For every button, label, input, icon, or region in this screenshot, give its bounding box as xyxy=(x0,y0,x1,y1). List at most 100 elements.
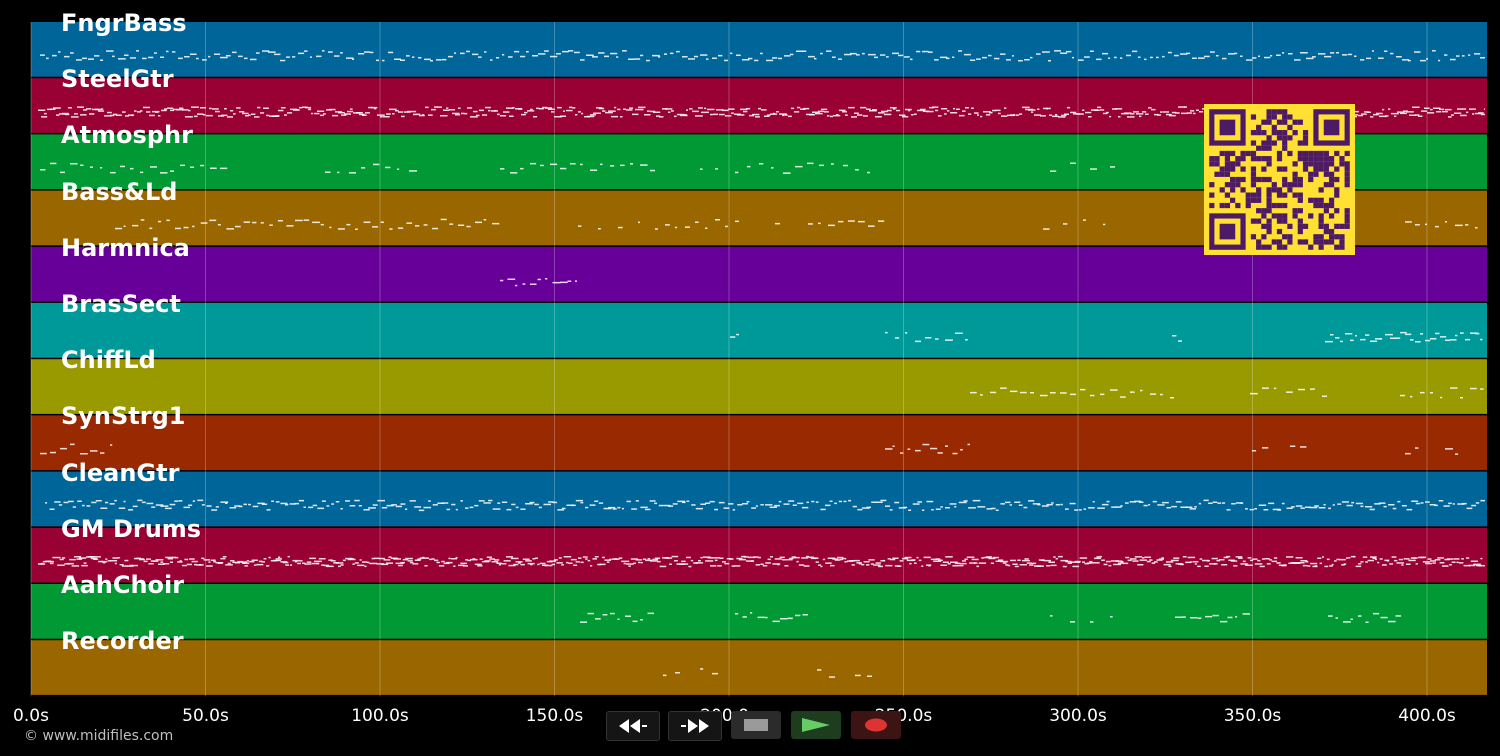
midi-note xyxy=(819,164,824,167)
midi-note xyxy=(1070,393,1077,396)
midi-note xyxy=(206,565,213,567)
midi-note xyxy=(609,558,612,561)
midi-note xyxy=(778,57,783,60)
midi-note xyxy=(1048,60,1051,62)
midi-note xyxy=(858,563,862,565)
midi-note xyxy=(222,556,227,558)
midi-note xyxy=(558,557,562,559)
midi-note xyxy=(1084,562,1089,565)
midi-note xyxy=(737,114,745,116)
midi-note xyxy=(340,564,344,566)
midi-note xyxy=(640,506,648,509)
midi-note xyxy=(614,558,617,560)
midi-note xyxy=(1203,499,1209,502)
midi-note xyxy=(170,170,174,172)
midi-note xyxy=(382,59,385,62)
midi-note xyxy=(885,564,893,567)
midi-note xyxy=(1392,507,1397,510)
midi-note xyxy=(862,52,865,55)
midi-note xyxy=(908,109,911,112)
midi-note xyxy=(1463,108,1467,110)
midi-note xyxy=(650,560,658,562)
stop-button[interactable] xyxy=(731,711,781,739)
midi-note xyxy=(329,226,332,229)
midi-note xyxy=(352,58,355,60)
midi-note xyxy=(818,222,821,225)
midi-note xyxy=(544,50,549,52)
midi-note xyxy=(412,56,415,58)
record-button[interactable] xyxy=(851,711,901,739)
midi-note xyxy=(1403,110,1408,112)
midi-note xyxy=(533,116,538,118)
midi-note xyxy=(1083,508,1086,510)
midi-note xyxy=(1425,562,1432,565)
play-button[interactable] xyxy=(791,711,841,739)
midi-note xyxy=(1252,558,1258,560)
midi-note xyxy=(623,108,626,110)
midi-note xyxy=(269,224,273,226)
midi-note xyxy=(486,556,492,558)
midi-note xyxy=(777,563,780,566)
midi-note xyxy=(626,500,631,503)
midi-note xyxy=(413,113,417,116)
midi-note xyxy=(1103,563,1108,566)
midi-note xyxy=(136,557,141,560)
midi-note xyxy=(668,505,674,507)
midi-note xyxy=(328,51,333,53)
midi-note xyxy=(1125,556,1130,559)
midi-note xyxy=(474,563,482,566)
midi-note xyxy=(208,55,211,58)
midi-note xyxy=(100,452,105,454)
midi-note xyxy=(186,563,192,566)
fast-forward-button[interactable] xyxy=(668,711,722,741)
midi-note xyxy=(1456,561,1459,564)
midi-note xyxy=(1312,56,1316,58)
midi-note xyxy=(995,109,1001,112)
midi-note xyxy=(813,557,819,559)
midi-note xyxy=(772,620,780,623)
midi-note xyxy=(458,564,465,567)
midi-note xyxy=(1043,559,1051,562)
midi-note xyxy=(50,108,56,110)
midi-note xyxy=(1412,106,1420,108)
midi-note xyxy=(395,110,399,112)
midi-note xyxy=(254,564,257,566)
midi-note xyxy=(520,55,526,58)
midi-note xyxy=(431,558,435,560)
midi-note xyxy=(788,500,795,502)
midi-note xyxy=(1113,563,1122,566)
midi-note xyxy=(197,499,204,502)
midi-note xyxy=(626,563,634,565)
midi-note xyxy=(635,500,639,502)
midi-note xyxy=(1454,558,1460,560)
midi-note xyxy=(1372,557,1377,559)
midi-note xyxy=(380,116,383,118)
track-name: GM Drums xyxy=(61,514,202,543)
midi-note xyxy=(566,561,569,564)
rewind-button[interactable] xyxy=(606,711,660,741)
midi-note xyxy=(162,563,170,565)
midi-note xyxy=(340,508,343,510)
midi-note xyxy=(1109,115,1112,118)
midi-note xyxy=(580,561,584,564)
midi-note xyxy=(868,559,875,561)
midi-note xyxy=(698,560,701,562)
midi-note xyxy=(1269,559,1272,561)
midi-note xyxy=(1409,114,1416,116)
midi-note xyxy=(190,166,195,168)
midi-note xyxy=(440,115,448,117)
midi-note xyxy=(1005,501,1011,504)
midi-note xyxy=(1435,332,1440,335)
midi-note xyxy=(158,563,165,565)
midi-note xyxy=(496,57,500,59)
midi-note xyxy=(1415,341,1421,343)
midi-note xyxy=(1302,564,1308,567)
midi-note xyxy=(779,556,785,559)
midi-note xyxy=(892,52,899,55)
time-tick-label: 400.0s xyxy=(1398,706,1456,726)
midi-note xyxy=(155,111,159,113)
midi-note xyxy=(165,507,172,510)
midi-note xyxy=(532,55,538,57)
midi-note xyxy=(659,116,664,118)
midi-note xyxy=(397,168,400,170)
